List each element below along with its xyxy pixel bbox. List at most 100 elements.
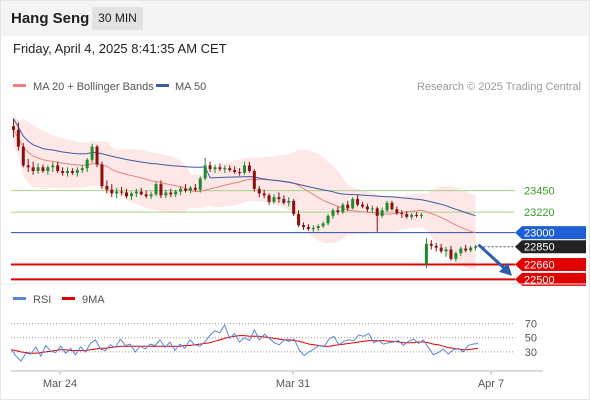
- candle: [110, 184, 114, 198]
- candle: [434, 242, 438, 252]
- candle-body: [110, 189, 114, 194]
- candle-body: [90, 146, 94, 160]
- candle-body: [70, 171, 74, 173]
- candle: [169, 188, 173, 198]
- candle-body: [144, 194, 148, 197]
- level-label-22660: 22660: [524, 259, 555, 271]
- candle-body: [139, 191, 143, 195]
- candle: [370, 205, 374, 214]
- candle: [56, 161, 60, 173]
- candle-body: [356, 199, 360, 205]
- candle-body: [208, 165, 212, 170]
- rsi-ma-legend-swatch: [62, 297, 75, 300]
- candle-body: [410, 214, 414, 217]
- candle-body: [252, 171, 256, 189]
- candle-body: [238, 171, 242, 173]
- candle: [120, 186, 124, 196]
- candle-body: [95, 146, 99, 165]
- candle-body: [193, 187, 197, 190]
- candle-body: [321, 223, 325, 227]
- candle: [356, 195, 360, 207]
- rsi-level-label-70: 70: [525, 319, 537, 331]
- candle-body: [474, 246, 478, 248]
- timestamp: Friday, April 4, 2025 8:41:35 AM CET: [13, 41, 227, 56]
- level-badge-22500: 22500: [515, 272, 586, 286]
- interval-button[interactable]: 30 MIN: [92, 7, 143, 30]
- badge-shape: [515, 240, 586, 254]
- candle: [243, 161, 246, 175]
- candle-body: [228, 168, 232, 171]
- candle: [287, 197, 291, 207]
- candle-body: [125, 192, 129, 197]
- candle-body: [154, 184, 158, 195]
- candle: [193, 184, 197, 192]
- level-label-23220: 23220: [524, 207, 555, 219]
- ma50-line: [13, 118, 476, 217]
- candle-body: [56, 165, 60, 172]
- instrument-title: Hang Seng: [11, 10, 90, 27]
- candle: [115, 187, 119, 199]
- candle: [85, 157, 89, 172]
- candle-body: [41, 167, 45, 172]
- candle-body: [331, 210, 335, 216]
- candle: [134, 188, 138, 198]
- candle: [105, 180, 109, 194]
- candle: [262, 189, 266, 199]
- level-label-22500: 22500: [524, 274, 555, 286]
- candle: [36, 163, 40, 174]
- candle-body: [85, 159, 89, 169]
- candle-body: [129, 193, 133, 197]
- candle: [410, 213, 414, 220]
- candle-body: [213, 167, 217, 170]
- candle: [31, 161, 35, 175]
- candle: [395, 206, 399, 215]
- badge-shape: [515, 272, 586, 286]
- candle: [238, 168, 242, 176]
- candle-body: [326, 215, 330, 224]
- candle: [149, 191, 153, 200]
- candle: [51, 161, 55, 172]
- candle-body: [297, 213, 301, 226]
- rsi-level-label-50: 50: [525, 333, 537, 345]
- candle-body: [311, 228, 315, 230]
- candle: [365, 203, 369, 213]
- badge-shape: [515, 226, 586, 240]
- candle: [252, 169, 256, 192]
- badge-shape: [515, 257, 586, 271]
- candle-body: [301, 225, 305, 228]
- candle-body: [26, 165, 30, 168]
- candle: [11, 118, 15, 138]
- candle-body: [120, 191, 124, 193]
- candle-body: [105, 185, 109, 190]
- candle: [385, 200, 389, 213]
- candle-body: [257, 188, 261, 194]
- candle: [21, 142, 25, 168]
- candle: [80, 165, 84, 173]
- candle: [188, 185, 192, 194]
- candle-body: [454, 253, 458, 259]
- candle: [375, 206, 379, 232]
- candle-body: [429, 243, 433, 246]
- candle: [164, 189, 168, 199]
- candle-body: [218, 167, 222, 170]
- candle: [474, 244, 478, 251]
- candle: [41, 164, 45, 173]
- candle-body: [184, 188, 188, 191]
- candle: [306, 224, 310, 231]
- candle: [429, 240, 433, 250]
- projection-arrow-head: [499, 262, 512, 276]
- candle: [154, 182, 158, 197]
- level-badge-22660: 22660: [515, 257, 586, 271]
- rsi-legend-swatch: [13, 297, 26, 300]
- candle: [321, 221, 325, 229]
- candle: [46, 165, 50, 175]
- candle-body: [100, 164, 104, 186]
- candle: [129, 191, 133, 200]
- ma20-legend-swatch: [13, 84, 26, 87]
- candle: [70, 168, 74, 175]
- candle-body: [188, 187, 192, 191]
- candle-body: [115, 191, 119, 194]
- candle-body: [405, 213, 409, 217]
- level-label-22850: 22850: [524, 242, 555, 254]
